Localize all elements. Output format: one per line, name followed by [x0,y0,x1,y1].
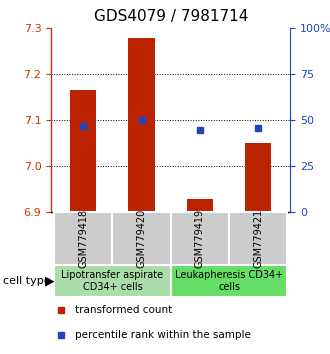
Bar [245,143,272,212]
Bar [113,212,171,265]
Bar [229,212,287,265]
Text: cell type: cell type [3,276,51,286]
Bar [171,212,229,265]
Text: percentile rank within the sample: percentile rank within the sample [75,330,251,339]
Bar [54,265,171,297]
Bar [70,90,96,212]
Bar [171,265,287,297]
Text: Leukapheresis CD34+
cells: Leukapheresis CD34+ cells [175,270,283,292]
Bar [54,212,113,265]
Text: GSM779420: GSM779420 [137,209,147,268]
Text: Lipotransfer aspirate
CD34+ cells: Lipotransfer aspirate CD34+ cells [61,270,163,292]
Bar [128,38,155,212]
Text: transformed count: transformed count [75,305,172,315]
Text: GSM779419: GSM779419 [195,209,205,268]
Text: ▶: ▶ [45,275,54,288]
Title: GDS4079 / 7981714: GDS4079 / 7981714 [94,9,248,24]
Text: GSM779421: GSM779421 [253,209,263,268]
Text: GSM779418: GSM779418 [78,209,88,268]
Bar [187,199,213,212]
